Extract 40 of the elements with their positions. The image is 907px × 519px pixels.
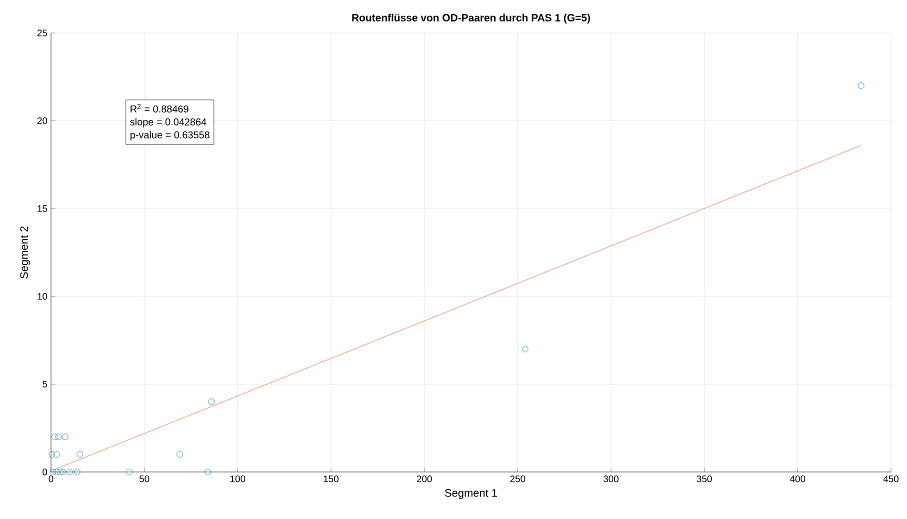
x-tick-label: 150 [324, 476, 339, 482]
point [858, 82, 864, 89]
point [48, 451, 56, 458]
point [55, 434, 62, 440]
point [74, 468, 80, 476]
x-tick-label: 100 [230, 476, 246, 482]
x-tick-label: 350 [696, 476, 712, 482]
x-tick-label: 50 [139, 476, 150, 482]
point [66, 468, 73, 476]
x-axis-title: Segment 1 [445, 489, 497, 499]
y-tick-label: 20 [37, 117, 48, 124]
y-axis-title: Segment 2 [20, 226, 30, 278]
point [57, 468, 64, 476]
y-tick-label: 5 [42, 380, 48, 388]
annotation: slope = 0.042864 [130, 118, 206, 128]
point [204, 468, 212, 476]
x-tick-label: 250 [510, 476, 526, 482]
x-tick-label: 200 [416, 476, 432, 482]
y-tick-label: 10 [38, 293, 48, 300]
point [50, 468, 56, 476]
point [208, 398, 215, 405]
point [522, 346, 528, 352]
x-tick-label: 300 [603, 476, 619, 482]
x-tick-label: 450 [883, 476, 899, 482]
point [176, 451, 184, 458]
point [53, 468, 60, 476]
x-tick-label: 400 [790, 476, 806, 482]
point [52, 434, 58, 440]
annotation: p-value = 0.63558 [130, 131, 210, 140]
point [53, 451, 60, 458]
y-tick-label: 0 [42, 468, 48, 476]
point [76, 451, 84, 458]
point [60, 468, 66, 476]
y-tick-label: 25 [37, 30, 48, 36]
point [62, 434, 68, 440]
x-tick-label: 0 [48, 476, 54, 482]
point [126, 468, 133, 476]
annotation: R$^{2}$ = 0.88469 [130, 104, 188, 112]
y-tick-label: 15 [38, 205, 48, 212]
chart-title: Routenflüsse von OD-Paaren durch PAS 1 (G=5) [352, 14, 590, 24]
